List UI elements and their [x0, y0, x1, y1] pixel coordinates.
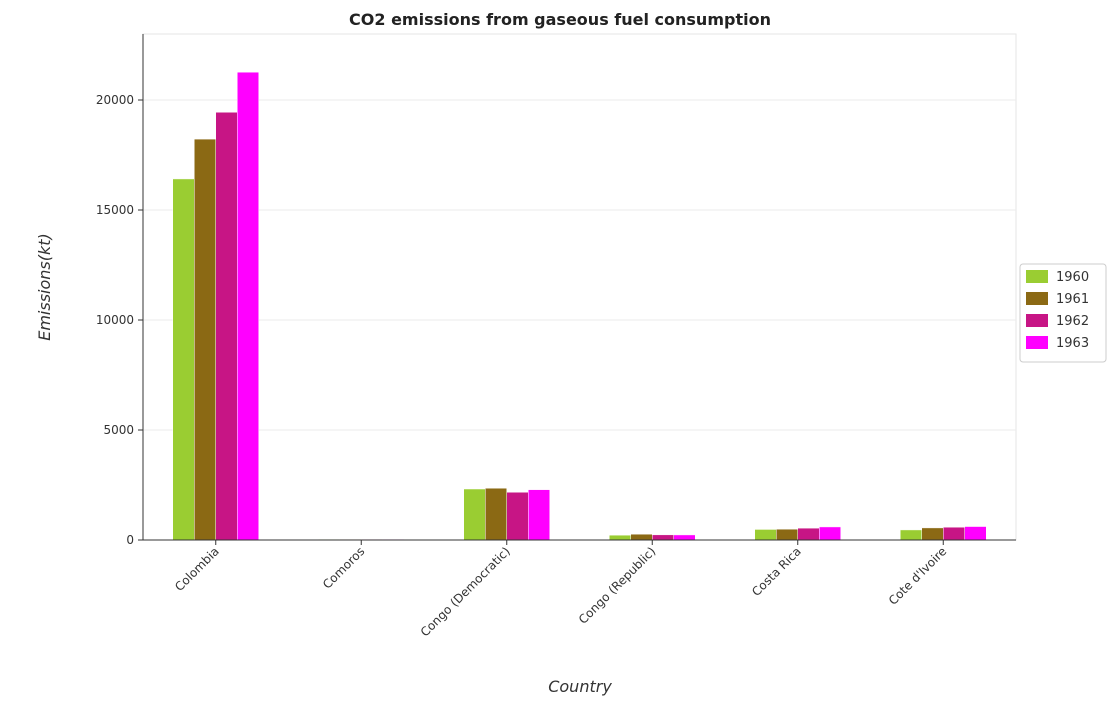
bar-1960-5: [900, 529, 922, 541]
bar-1961-2: [485, 487, 507, 541]
bar-1962-5: [943, 526, 965, 541]
legend: 1960 1961 1962 1963: [1019, 263, 1107, 363]
x-tick-label-2: Congo (Democratic): [418, 544, 513, 639]
y-tick-label-2: 10000: [96, 313, 134, 327]
y-tick-label-4: 20000: [96, 93, 134, 107]
bar-1960-0: [172, 178, 195, 541]
y-ticks: 0 5000 10000 15000 20000: [96, 93, 143, 547]
bar-1960-2: [463, 488, 486, 541]
x-tick-label-5: Cote d'Ivoire: [886, 544, 950, 608]
legend-swatch-1961: [1026, 292, 1048, 305]
bar-1962-3: [652, 534, 674, 541]
bar-1962-4: [797, 527, 820, 541]
bar-1960-4: [754, 529, 777, 541]
chart-title: CO2 emissions from gaseous fuel consumpt…: [349, 10, 771, 29]
y-axis-title: Emissions(kt): [35, 233, 54, 341]
bar-1961-0: [194, 138, 216, 541]
bar-1963-4: [819, 526, 841, 541]
legend-swatch-1962: [1026, 314, 1048, 327]
x-axis-title: Country: [548, 677, 612, 696]
bars-layer: [172, 71, 987, 541]
x-tick-label-1: Comoros: [320, 544, 367, 591]
legend-swatch-1963: [1026, 336, 1048, 349]
bar-1962-2: [506, 491, 529, 541]
bar-1963-3: [673, 534, 696, 541]
y-tick-label-0: 0: [126, 533, 134, 547]
legend-label-1960: 1960: [1056, 270, 1089, 285]
legend-label-1961: 1961: [1056, 292, 1089, 307]
legend-label-1963: 1963: [1056, 336, 1089, 351]
plot-area: [142, 33, 1017, 541]
y-tick-label-1: 5000: [103, 423, 134, 437]
legend-label-1962: 1962: [1056, 314, 1089, 329]
legend-swatch-1960: [1026, 270, 1048, 283]
axes-layer: [142, 34, 1016, 541]
bar-1963-5: [964, 526, 987, 541]
y-tick-label-3: 15000: [96, 203, 134, 217]
x-ticks: Colombia Comoros Congo (Democratic) Congo (…: [172, 540, 949, 639]
bar-1961-5: [921, 527, 944, 541]
x-tick-label-4: Costa Rica: [749, 544, 804, 599]
bar-1960-3: [609, 534, 631, 541]
bar-1961-4: [776, 528, 798, 541]
bar-1963-0: [237, 71, 259, 541]
x-tick-label-0: Colombia: [172, 544, 222, 594]
bar-1961-3: [630, 533, 653, 541]
bar-1963-2: [528, 489, 550, 541]
bar-1962-0: [215, 112, 238, 541]
x-tick-label-3: Congo (Republic): [576, 544, 659, 627]
